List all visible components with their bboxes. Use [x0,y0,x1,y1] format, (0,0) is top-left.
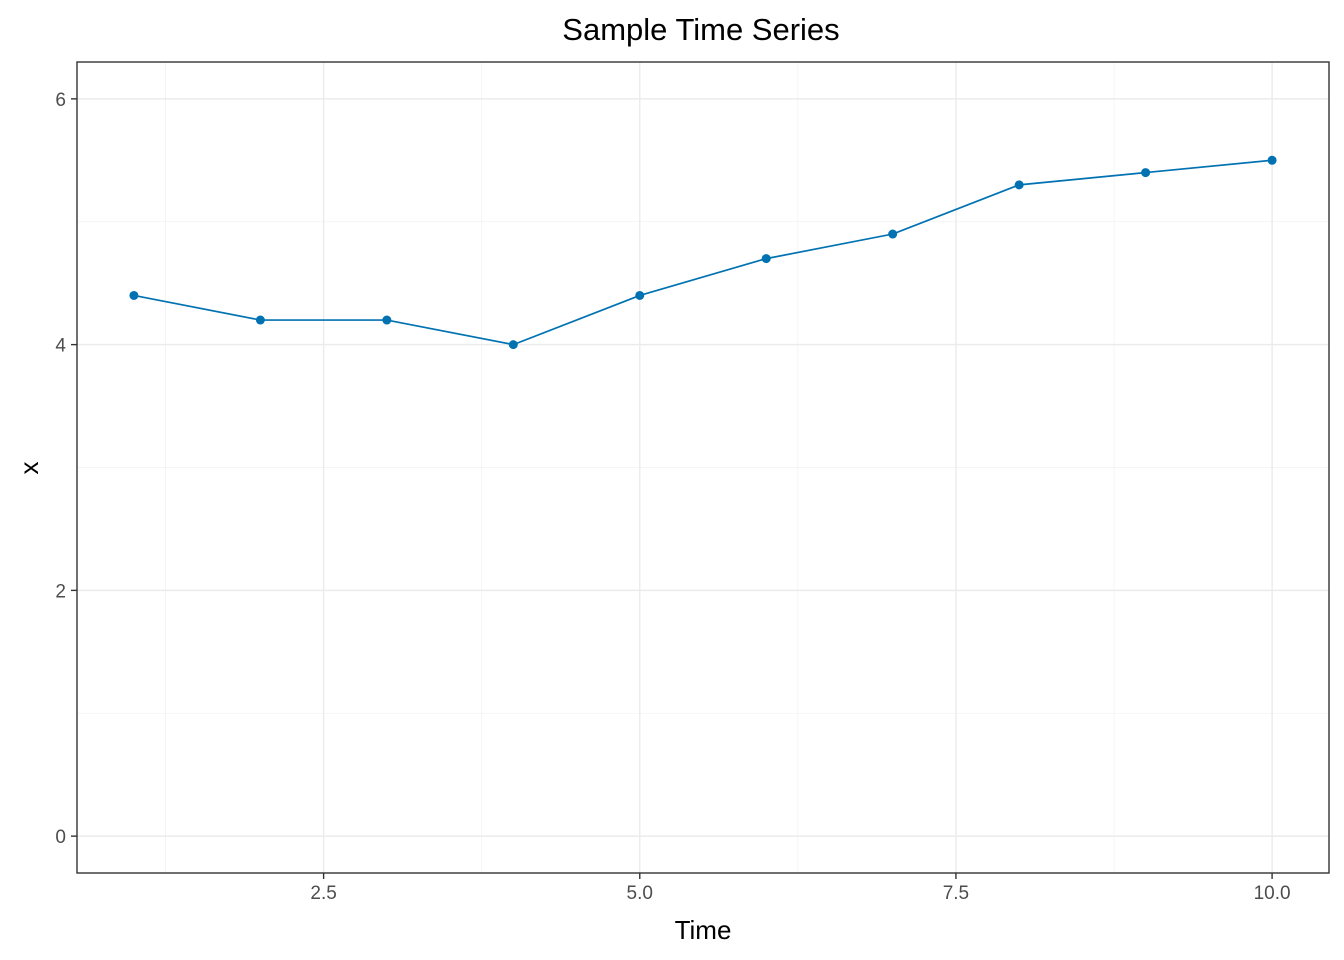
data-point [129,290,139,300]
x-tick-label: 2.5 [310,883,336,904]
data-point [888,229,898,239]
x-axis-ticks: 2.5 5.0 7.5 10.0 [310,873,1291,904]
y-tick-label: 2 [55,581,66,602]
plot-panel-border [76,61,1330,874]
y-tick-label: 0 [55,827,66,848]
x-tick-label: 10.0 [1254,883,1291,904]
data-point [508,340,518,350]
series-line [133,159,1273,346]
data-point [761,254,771,264]
data-series [129,155,1277,350]
grid-lines [77,62,1329,873]
y-tick-label: 4 [55,336,66,357]
data-point [382,315,392,325]
y-tick-label: 6 [55,90,66,111]
data-point [1014,180,1024,190]
x-tick-label: 7.5 [943,883,969,904]
y-axis-title: x [14,462,44,475]
data-point [635,290,645,300]
data-point [1267,155,1277,165]
x-tick-label: 5.0 [627,883,653,904]
chart-title: Sample Time Series [562,12,839,47]
data-point [1141,168,1151,178]
x-axis-title: Time [675,915,732,945]
data-point [255,315,265,325]
y-axis-ticks: 0 2 4 6 [55,90,77,848]
